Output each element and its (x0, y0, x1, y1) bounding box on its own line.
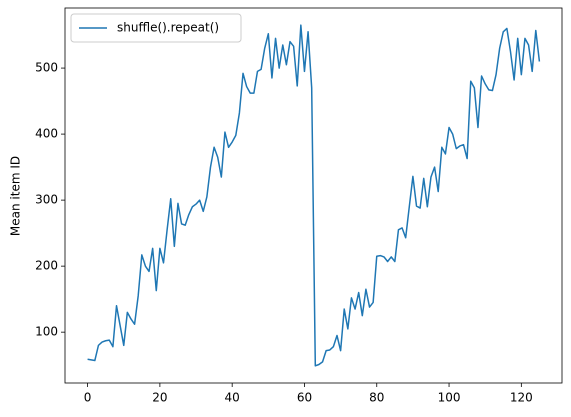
y-axis-label: Mean item ID (9, 156, 23, 236)
x-tick-label: 100 (438, 391, 461, 405)
y-tick-label: 200 (35, 259, 58, 273)
legend-box (70, 13, 242, 43)
y-tick-label: 300 (35, 193, 58, 207)
legend-label: shuffle().repeat() (117, 21, 219, 35)
x-tick-label: 40 (225, 391, 240, 405)
x-tick-label: 80 (369, 391, 384, 405)
y-tick-label: 100 (35, 325, 58, 339)
x-tick-label: 120 (510, 391, 533, 405)
plot-frame (64, 7, 563, 384)
y-tick-label: 400 (35, 127, 58, 141)
x-tick-label: 0 (84, 391, 92, 405)
x-tick-label: 60 (297, 391, 312, 405)
y-tick-label: 500 (35, 61, 58, 75)
data-line (87, 24, 541, 367)
x-tick-label: 20 (152, 391, 167, 405)
